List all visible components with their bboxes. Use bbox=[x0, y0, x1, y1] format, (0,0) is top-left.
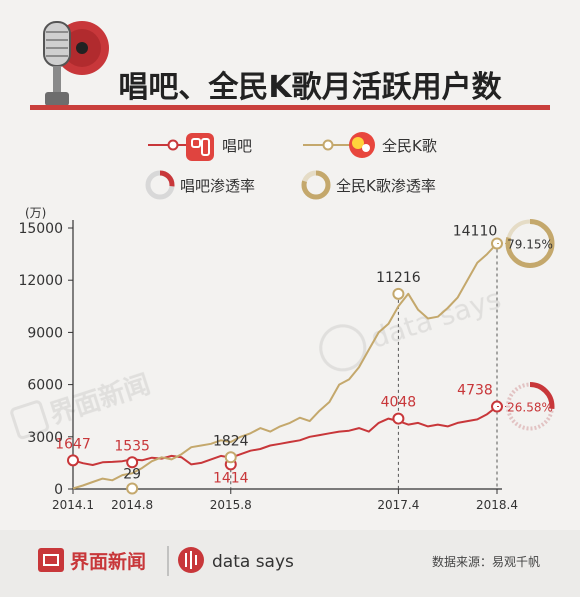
footer-brand: 界面新闻 bbox=[70, 550, 146, 573]
chart: (万) 0 3000 6000 9000 12000 15000 2014.1 2014.8… bbox=[18, 206, 555, 512]
legend-item-quanmin: 全民K歌 bbox=[303, 132, 437, 158]
data-label: 11216 bbox=[376, 270, 421, 286]
svg-text:全民K歌渗透率: 全民K歌渗透率 bbox=[336, 177, 436, 195]
data-point bbox=[224, 451, 237, 464]
data-point bbox=[392, 412, 405, 425]
x-axis: 2014.1 2014.8 2015.8 2017.4 2018.4 bbox=[52, 488, 518, 512]
guide-lines bbox=[230, 243, 498, 489]
legend: 唱吧 全民K歌 唱吧渗透率 全民K歌渗透率 bbox=[145, 132, 437, 200]
x-tick-label: 2017.4 bbox=[377, 498, 419, 512]
data-label: 14110 bbox=[453, 223, 498, 239]
legend-item-quanmin-rate: 全民K歌渗透率 bbox=[301, 170, 436, 200]
data-point bbox=[126, 482, 139, 495]
footer-datasays: data says bbox=[212, 552, 294, 572]
data-label: 1414 bbox=[213, 470, 249, 486]
x-tick-label: 2014.8 bbox=[111, 498, 153, 512]
watermark: 界面新闻 data says bbox=[10, 282, 505, 440]
series-line-quanmin bbox=[72, 242, 498, 490]
penetration-rates: 26.58% 79.15% bbox=[497, 218, 555, 432]
legend-item-changba: 唱吧 bbox=[148, 133, 252, 161]
y-tick-label: 0 bbox=[54, 482, 63, 498]
y-tick-label: 12000 bbox=[18, 273, 63, 289]
x-tick-label: 2014.1 bbox=[52, 498, 94, 512]
footer-source: 数据来源：易观千帆 bbox=[432, 554, 540, 569]
series-line-changba bbox=[72, 405, 498, 466]
quanmin-app-icon bbox=[349, 132, 375, 158]
y-tick-label: 9000 bbox=[27, 325, 63, 341]
microphone-record-icon bbox=[43, 21, 109, 106]
y-axis-label: (万) bbox=[25, 206, 46, 220]
data-label: 4738 bbox=[457, 383, 493, 399]
rate-label: 79.15% bbox=[507, 237, 553, 251]
changba-app-icon bbox=[186, 133, 214, 161]
data-point bbox=[392, 287, 405, 300]
y-tick-label: 6000 bbox=[27, 378, 63, 394]
watermark-datasays: data says bbox=[366, 282, 504, 355]
data-point bbox=[67, 454, 79, 467]
data-labels: 1647 1535 1414 4048 4738 29 1824 11216 14110 bbox=[55, 223, 503, 495]
page-title: 唱吧、全民K歌月活跃用户数 bbox=[118, 70, 502, 105]
y-axis: 0 3000 6000 9000 12000 15000 bbox=[18, 220, 74, 498]
y-tick-label: 3000 bbox=[27, 430, 63, 446]
y-tick-label: 15000 bbox=[18, 221, 63, 237]
data-label: 29 bbox=[123, 466, 141, 482]
series-layer bbox=[72, 242, 498, 490]
jiemian-logo-icon bbox=[38, 548, 64, 572]
svg-text:唱吧渗透率: 唱吧渗透率 bbox=[180, 177, 255, 195]
rate-ring-fill bbox=[505, 218, 555, 268]
x-tick-label: 2018.4 bbox=[476, 498, 518, 512]
title-bar bbox=[30, 105, 550, 110]
data-label: 1647 bbox=[55, 436, 91, 452]
footer: 界面新闻 data says 数据来源：易观千帆 bbox=[0, 530, 580, 597]
data-point bbox=[126, 456, 139, 469]
rate-ring-fill bbox=[505, 382, 555, 432]
datasays-logo-icon bbox=[178, 547, 204, 573]
rate-label: 26.58% bbox=[507, 401, 553, 415]
data-label: 1824 bbox=[213, 433, 249, 449]
svg-text:唱吧: 唱吧 bbox=[222, 137, 252, 155]
x-tick-label: 2015.8 bbox=[210, 498, 252, 512]
data-label: 4048 bbox=[381, 395, 417, 411]
header: 唱吧、全民K歌月活跃用户数 bbox=[30, 21, 550, 110]
svg-text:全民K歌: 全民K歌 bbox=[382, 137, 437, 155]
data-label: 1535 bbox=[114, 438, 150, 454]
legend-item-changba-rate: 唱吧渗透率 bbox=[145, 170, 255, 200]
